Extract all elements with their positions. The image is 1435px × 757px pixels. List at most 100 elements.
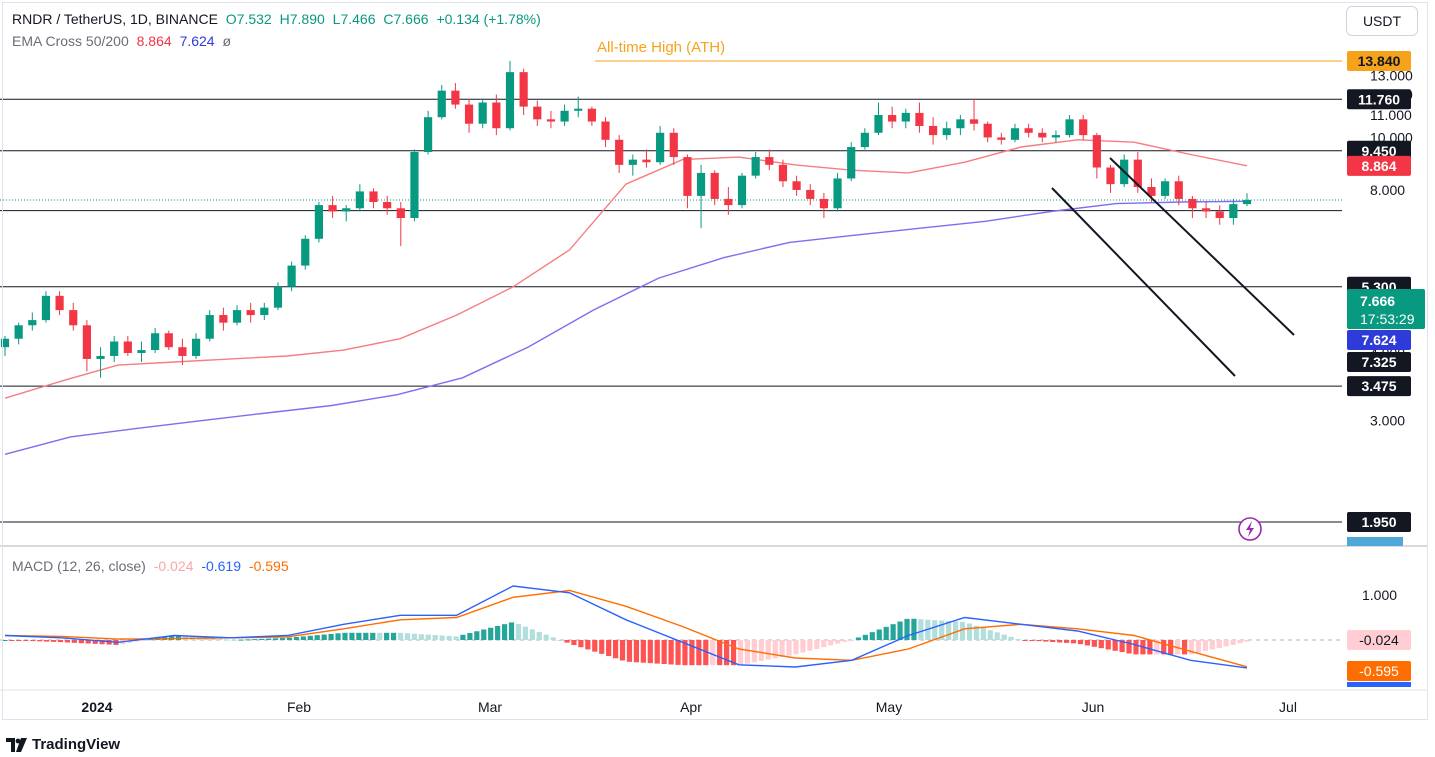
level-tag-2: 7.325 bbox=[1347, 352, 1411, 372]
macd-hist-bar bbox=[578, 640, 584, 648]
macd-hist-bar bbox=[557, 639, 563, 641]
candle bbox=[355, 184, 364, 212]
candle-body bbox=[915, 112, 924, 126]
candle-body bbox=[451, 90, 460, 105]
price-tick-7: 13.000 bbox=[1370, 68, 1413, 84]
macd-hist-bar bbox=[377, 632, 383, 640]
macd-hist-bar bbox=[606, 640, 612, 657]
candle bbox=[533, 100, 542, 126]
candle bbox=[437, 84, 446, 120]
candle-body bbox=[751, 157, 760, 176]
price-axis[interactable]: 3.0004.0005.0008.00010.00011.00012.00013… bbox=[1238, 51, 1425, 546]
macd-hist-bar bbox=[1091, 640, 1097, 647]
ath-price-tag-box bbox=[1347, 51, 1411, 71]
time-tick-0: 2024 bbox=[81, 699, 112, 715]
time-axis[interactable]: 2024 Feb Mar Apr May Jun Jul bbox=[0, 689, 1428, 715]
lightning-icon-bolt bbox=[1246, 521, 1254, 537]
macd-hist-bar bbox=[550, 637, 556, 640]
candle-body bbox=[874, 115, 883, 133]
macd-hist-tag-text: -0.024 bbox=[1359, 632, 1399, 648]
macd-hist-bar bbox=[633, 640, 640, 663]
level-tag-0-box bbox=[1347, 89, 1411, 110]
macd-hist-bar bbox=[418, 634, 424, 640]
time-tick-5: Jun bbox=[1082, 699, 1105, 715]
descending-channel[interactable] bbox=[1051, 157, 1295, 377]
candle bbox=[287, 261, 296, 292]
macd-hist-bar bbox=[2, 640, 8, 641]
tradingview-logo[interactable]: TradingView bbox=[6, 736, 120, 753]
candle bbox=[369, 188, 378, 209]
candle-body bbox=[969, 119, 979, 124]
candle bbox=[969, 98, 979, 131]
candle-body bbox=[778, 164, 788, 182]
candle-body bbox=[833, 178, 842, 209]
candle-body bbox=[669, 132, 678, 158]
macd-hist-bar bbox=[342, 632, 348, 640]
macd-hist-bar bbox=[1244, 640, 1250, 642]
candle-body bbox=[1215, 211, 1224, 219]
channel-upper-line bbox=[1109, 157, 1295, 336]
macd-hist-bar bbox=[1077, 640, 1084, 645]
candle-body bbox=[1133, 159, 1142, 188]
macd-hist-bar bbox=[619, 640, 626, 661]
macd-hist-bar bbox=[335, 633, 341, 640]
macd-hist-bar bbox=[404, 633, 411, 640]
last-price-tag: 7.666 17:53:29 bbox=[1347, 289, 1425, 329]
candle-body bbox=[410, 152, 419, 219]
macd-hist-bar bbox=[64, 640, 71, 643]
macd-hist-bar bbox=[425, 634, 431, 640]
candle-body bbox=[519, 72, 528, 107]
macd-name: MACD (12, 26, close) bbox=[12, 558, 146, 574]
countdown-text: 17:53:29 bbox=[1360, 311, 1415, 327]
ema-name: EMA Cross 50/200 bbox=[12, 33, 129, 49]
currency-button[interactable]: USDT bbox=[1346, 6, 1418, 36]
macd-hist-bar bbox=[384, 632, 390, 640]
candle-body bbox=[1161, 181, 1170, 196]
last-price-tag-box bbox=[1347, 289, 1425, 329]
macd-hist-bar bbox=[460, 634, 466, 640]
candle bbox=[628, 154, 637, 176]
level-tag-2-box bbox=[1347, 352, 1411, 372]
candle bbox=[847, 142, 856, 182]
macd-signal-tag-text: -0.595 bbox=[1359, 663, 1399, 679]
macd-hist-bar bbox=[279, 638, 286, 640]
macd-hist-bar bbox=[959, 621, 966, 640]
ema200-line bbox=[4, 200, 1248, 455]
macd-hist-value: -0.024 bbox=[153, 558, 194, 574]
macd-hist-tag-box bbox=[1347, 630, 1411, 650]
macd-hist-bar bbox=[890, 624, 896, 640]
lightning-icon[interactable] bbox=[1238, 517, 1262, 541]
channel-lower-line bbox=[1051, 187, 1236, 377]
macd-hist-bar bbox=[356, 632, 362, 640]
candle-body bbox=[328, 205, 337, 212]
macd-hist-bar bbox=[92, 640, 98, 644]
macd-signal-tag-box bbox=[1347, 661, 1411, 681]
candle bbox=[1106, 164, 1115, 193]
pair-label: RNDR / TetherUS, 1D, BINANCE bbox=[12, 11, 218, 27]
candle bbox=[14, 322, 23, 345]
candle-body bbox=[369, 191, 378, 203]
candle-body bbox=[273, 286, 283, 308]
macd-hist-bar bbox=[758, 640, 764, 661]
macd-hist-bar bbox=[314, 635, 320, 640]
candle-body bbox=[546, 119, 556, 122]
candle bbox=[806, 184, 815, 206]
macd-hist-bar bbox=[238, 639, 244, 641]
candle bbox=[792, 175, 801, 196]
macd-hist-bar bbox=[828, 640, 834, 646]
candle bbox=[901, 108, 910, 129]
candle-body bbox=[765, 157, 774, 165]
macd-hist-bar bbox=[543, 634, 549, 640]
candle bbox=[574, 96, 583, 118]
candle bbox=[1201, 202, 1211, 219]
candle bbox=[314, 202, 324, 243]
macd-hist-bar bbox=[300, 636, 306, 640]
macd-hist-bar bbox=[717, 640, 723, 666]
candle-body bbox=[587, 108, 596, 122]
candle-body bbox=[819, 198, 828, 209]
brand-name: TradingView bbox=[32, 736, 121, 753]
candle-body bbox=[737, 175, 747, 206]
candle bbox=[205, 310, 214, 342]
macd-hist-bar bbox=[987, 630, 993, 640]
